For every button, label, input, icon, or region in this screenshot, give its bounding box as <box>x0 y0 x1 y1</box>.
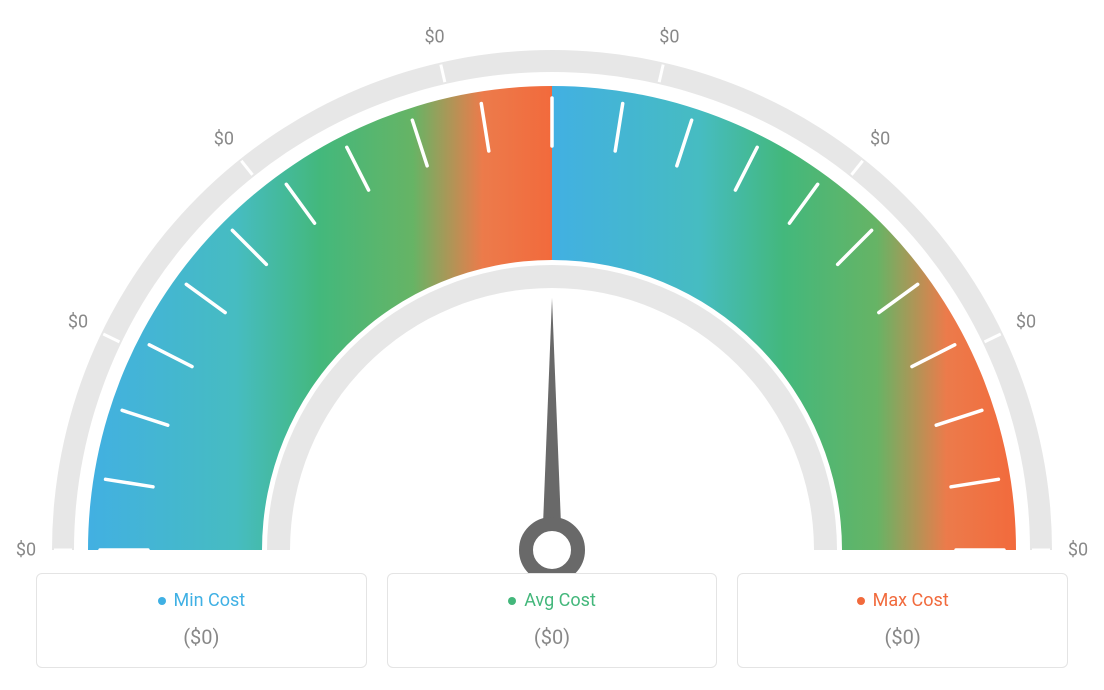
legend-label: Avg Cost <box>524 590 596 611</box>
scale-label: $0 <box>659 27 679 48</box>
legend-label: Max Cost <box>873 590 949 611</box>
gauge: $0$0$0$0$0$0$0$0 <box>32 20 1072 560</box>
legend-row: Min Cost ($0) Avg Cost ($0) Max Cost ($0… <box>36 573 1068 669</box>
scale-label: $0 <box>68 311 88 332</box>
legend-title-avg: Avg Cost <box>508 590 596 611</box>
legend-value-max: ($0) <box>748 625 1057 649</box>
scale-label: $0 <box>870 128 890 149</box>
gauge-svg <box>32 20 1072 580</box>
legend-title-max: Max Cost <box>857 590 949 611</box>
scale-label: $0 <box>16 540 36 561</box>
legend-value-avg: ($0) <box>398 625 707 649</box>
scale-label: $0 <box>424 27 444 48</box>
legend-card-max: Max Cost ($0) <box>737 573 1068 669</box>
chart-container: $0 $0 $0 $0 $0 $0 $0 $0 Min Cost ($0) Avg Cost … <box>0 0 1104 690</box>
legend-value-min: ($0) <box>47 625 356 649</box>
legend-card-avg: Avg Cost ($0) <box>387 573 718 669</box>
scale-label: $0 <box>1016 311 1036 332</box>
dot-icon <box>857 597 865 605</box>
legend-label: Min Cost <box>174 590 246 611</box>
scale-label: $0 <box>214 128 234 149</box>
scale-label: $0 <box>1068 540 1088 561</box>
dot-icon <box>508 597 516 605</box>
legend-title-min: Min Cost <box>158 590 246 611</box>
legend-card-min: Min Cost ($0) <box>36 573 367 669</box>
dot-icon <box>158 597 166 605</box>
